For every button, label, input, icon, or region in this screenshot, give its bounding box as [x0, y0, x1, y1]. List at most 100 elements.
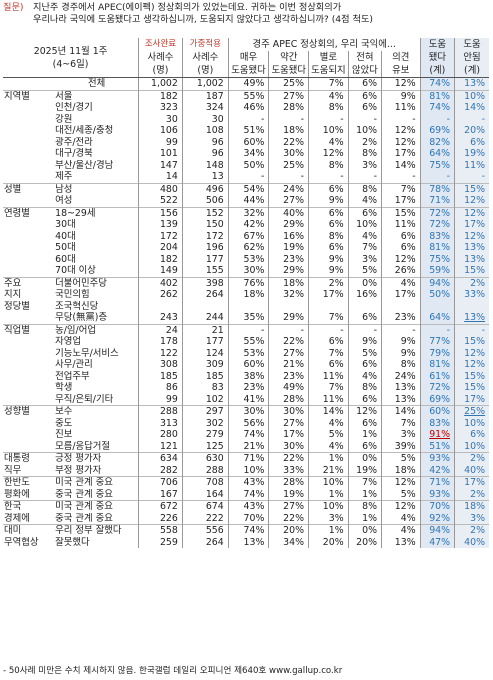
cell-d: 5%: [347, 265, 382, 277]
table-row: 정당별 조국혁신당: [3, 300, 489, 312]
table-row: 무직/은퇴/기타 99 102 41% 28% 11% 6% 13% 69% 17%: [3, 393, 489, 406]
cell-a: 74%: [227, 488, 269, 501]
table-row: 사무/관리 308 309 60% 21% 6% 6% 8% 81% 12%: [3, 359, 489, 371]
cell-n1: 262: [138, 289, 183, 301]
cell-c: 12%: [308, 148, 349, 160]
cell-n2: 302: [181, 417, 229, 429]
cell-e: 11%: [381, 219, 421, 231]
cell-n2: 150: [181, 219, 229, 231]
cell-g: [454, 300, 489, 312]
cell-f: -: [419, 171, 455, 183]
row-category: [3, 137, 55, 149]
cell-d: 6%: [347, 440, 382, 453]
results-table: 2025년 11월 1주 (4~6일) 조사완료 가중적용 경주 APEC 정상…: [3, 38, 489, 548]
cell-a: 42%: [227, 219, 269, 231]
row-category: 연령별: [4, 207, 30, 219]
cell-b: 24%: [268, 183, 309, 195]
cell-g: 18%: [454, 500, 489, 513]
cell-a: 35%: [227, 312, 269, 324]
cell-a: -: [227, 171, 269, 183]
cell-c: 14%: [308, 405, 349, 418]
row-label: 30대: [55, 219, 76, 230]
cell-e: 12%: [381, 77, 421, 90]
cell-n2: 708: [181, 476, 229, 489]
cell-f: 79%: [419, 347, 455, 359]
cell-e: 24%: [381, 370, 421, 382]
cell-e: 17%: [381, 289, 421, 301]
cell-e: 12%: [381, 136, 421, 148]
cell-c: 1%: [308, 488, 349, 501]
cell-e: 7%: [381, 183, 421, 195]
survey-count-unit: (명): [138, 64, 183, 78]
cell-b: 22%: [268, 136, 309, 148]
cell-e: 12%: [381, 253, 421, 265]
row-category: 직업별: [4, 324, 30, 336]
survey-count-header: 사례수: [138, 51, 183, 64]
cell-b: [268, 300, 309, 312]
col-somewhat-helped-line1: 약간: [268, 51, 309, 64]
cell-e: 12%: [381, 476, 421, 489]
table-row: 진보 280 279 74% 17% 5% 1% 3% 91% 6%: [3, 429, 489, 441]
cell-c: -: [308, 113, 349, 125]
row-category: 경제에: [4, 512, 30, 524]
cell-a: 53%: [227, 347, 269, 359]
cell-n1: 121: [138, 440, 183, 453]
cell-d: 6%: [347, 102, 382, 114]
cell-n2: 297: [181, 405, 229, 418]
cell-g: 33%: [454, 289, 489, 301]
row-category: [3, 171, 55, 183]
weighted-count-header: 사례수: [181, 51, 229, 64]
cell-a: [227, 300, 269, 312]
cell-c: 3%: [308, 512, 349, 525]
cell-a: 18%: [227, 289, 269, 301]
cell-f: 42%: [419, 464, 455, 477]
cell-d: 6%: [347, 393, 382, 406]
row-category: [3, 418, 55, 430]
cell-d: 3%: [347, 159, 382, 171]
cell-c: 2%: [308, 277, 349, 289]
cell-n2: [181, 300, 229, 312]
cell-c: 7%: [308, 77, 349, 90]
cell-d: 9%: [347, 336, 382, 348]
cell-a: 43%: [227, 476, 269, 489]
cell-e: 7%: [381, 417, 421, 429]
cell-g: 2%: [454, 524, 489, 537]
cell-n1: 522: [138, 195, 183, 207]
row-category: 주요: [4, 277, 22, 289]
cell-e: 26%: [381, 265, 421, 277]
cell-n1: 259: [138, 536, 183, 548]
cell-d: 4%: [347, 370, 382, 382]
cell-f: 72%: [419, 207, 455, 219]
cell-n1: 288: [138, 405, 183, 418]
cell-b: 19%: [268, 488, 309, 501]
cell-d: 10%: [347, 219, 382, 231]
row-category: [3, 359, 55, 371]
cell-f: 50%: [419, 289, 455, 301]
table-row: 한국 미국 관계 중요 672 674 43% 27% 10% 8% 12% 70% 18%: [3, 500, 489, 513]
cell-f: 64%: [419, 312, 455, 324]
cell-c: 6%: [308, 336, 349, 348]
cell-g: 2%: [454, 452, 489, 465]
cell-n1: 122: [138, 347, 183, 359]
table-row: 모름/응답거절 121 125 21% 30% 4% 6% 39% 51% 10%: [3, 440, 489, 453]
cell-n2: 177: [181, 253, 229, 265]
cell-g: 19%: [454, 148, 489, 160]
cell-e: 39%: [381, 440, 421, 453]
cell-c: 6%: [308, 359, 349, 371]
cell-n2: 264: [181, 289, 229, 301]
cell-d: 6%: [347, 77, 382, 90]
cell-e: 4%: [381, 277, 421, 289]
row-category: 대통령: [4, 453, 30, 464]
table-row: 성향별 보수 288 297 30% 30% 14% 12% 14% 60% 25%: [3, 405, 489, 418]
row-label: 대전/세종/충청: [55, 125, 114, 136]
cell-n2: 185: [181, 370, 229, 382]
cell-c: 11%: [308, 370, 349, 382]
cell-b: 27%: [268, 347, 309, 359]
cell-g: 3%: [454, 512, 489, 525]
row-category: [3, 429, 55, 441]
weighted-count-unit: (명): [181, 64, 229, 78]
row-category: 지지: [4, 289, 22, 300]
period-range: (4~6일): [52, 58, 89, 70]
table-row: 부산/울산/경남 147 148 50% 25% 8% 3% 14% 75% 11%: [3, 159, 489, 171]
row-label: 조국혁신당: [55, 300, 99, 312]
